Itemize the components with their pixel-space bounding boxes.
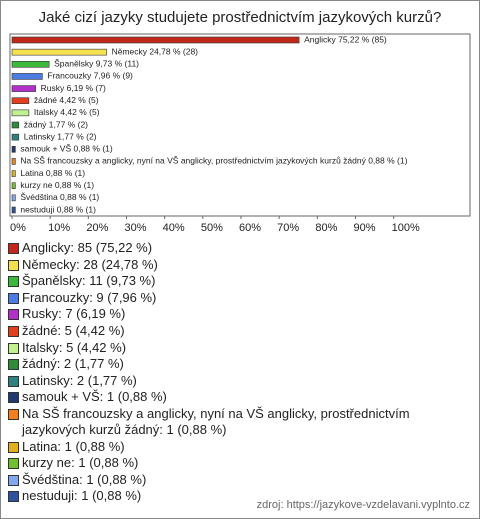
legend-label: Latina: 1 (0,88 %) bbox=[22, 438, 125, 454]
legend-item: kurzy ne: 1 (0,88 %) bbox=[8, 455, 470, 471]
legend-item: Rusky: 7 (6,19 %) bbox=[8, 306, 470, 322]
bar bbox=[11, 121, 20, 129]
legend-label: Anglicky: 85 (75,22 %) bbox=[22, 240, 153, 255]
legend-item: žádné: 5 (4,42 %) bbox=[8, 323, 470, 339]
bar bbox=[11, 158, 16, 165]
legend-swatch bbox=[8, 441, 19, 453]
bar bbox=[11, 170, 16, 177]
bar-label: Španělsky 9,73 % (11) bbox=[54, 59, 139, 69]
x-tick-label: 60% bbox=[239, 222, 261, 234]
legend: Anglicky: 85 (75,22 %) Německy: 28 (24,78… bbox=[8, 240, 470, 505]
legend-label: kurzy ne: 1 (0,88 %) bbox=[22, 455, 139, 471]
legend-label: Švédština: 1 (0,88 %) bbox=[22, 471, 147, 487]
bar bbox=[11, 109, 30, 117]
bar bbox=[11, 194, 16, 202]
legend-item: Italsky: 5 (4,42 %) bbox=[8, 340, 470, 356]
bar bbox=[11, 60, 50, 68]
bar bbox=[11, 73, 43, 80]
bar-label: Latinsky 1,77 % (2) bbox=[24, 131, 97, 141]
legend-swatch bbox=[8, 292, 19, 304]
legend-label: Latinsky: 2 (1,77 %) bbox=[22, 372, 137, 388]
bar-label: nestuduji 0,88 % (1) bbox=[20, 204, 96, 214]
bar bbox=[11, 48, 107, 56]
bar bbox=[11, 85, 36, 92]
bar-label: kurzy ne 0,88 % (1) bbox=[20, 180, 94, 190]
legend-item: Anglicky: 85 (75,22 %) bbox=[8, 240, 470, 256]
bar bbox=[11, 145, 16, 153]
bar-label: samouk + VŠ 0,88 % (1) bbox=[20, 144, 113, 154]
bar bbox=[11, 206, 16, 214]
x-tick-label: 100% bbox=[392, 222, 420, 234]
legend-item: Na SŠ francouzsky a anglicky, nyní na VŠ… bbox=[8, 406, 470, 438]
bar-label: Anglicky 75,22 % (85) bbox=[304, 34, 387, 44]
legend-label: Francouzky: 9 (7,96 %) bbox=[22, 289, 157, 305]
bar-label: Latina 0,88 % (1) bbox=[20, 168, 85, 178]
legend-swatch bbox=[8, 375, 19, 387]
legend-item: Španělsky: 11 (9,73 %) bbox=[8, 273, 470, 289]
x-tick-label: 70% bbox=[277, 222, 299, 234]
legend-swatch bbox=[8, 243, 19, 254]
bar bbox=[11, 36, 300, 44]
x-tick-label: 20% bbox=[86, 222, 108, 234]
source: zdroj: https://jazykove-vzdelavani.vypln… bbox=[256, 499, 470, 511]
legend-swatch bbox=[8, 474, 19, 486]
bar-label: Švédština 0,88 % (1) bbox=[20, 192, 99, 202]
legend-item: Německy: 28 (24,78 %) bbox=[8, 257, 470, 273]
legend-label: žádný: 2 (1,77 %) bbox=[22, 356, 124, 372]
legend-item: Latina: 1 (0,88 %) bbox=[8, 439, 470, 455]
bar bbox=[11, 133, 20, 141]
x-tick-label: 90% bbox=[354, 222, 376, 234]
legend-swatch bbox=[8, 491, 19, 503]
x-tick-label: 50% bbox=[201, 222, 223, 234]
bar-label: žádný 1,77 % (2) bbox=[24, 119, 88, 129]
legend-label: Německy: 28 (24,78 %) bbox=[22, 256, 158, 272]
chart: Jaké cizí jazyky studujete prostřednictv… bbox=[9, 9, 471, 234]
legend-swatch bbox=[8, 392, 19, 404]
x-tick-label: 80% bbox=[315, 222, 337, 234]
bar-label: Rusky 6,19 % (7) bbox=[41, 83, 106, 93]
bar-label: Francouzky 7,96 % (9) bbox=[47, 71, 133, 81]
legend-swatch bbox=[8, 259, 19, 271]
bar bbox=[11, 97, 30, 105]
legend-item: Latinsky: 2 (1,77 %) bbox=[8, 373, 470, 389]
legend-label: nestuduji: 1 (0,88 %) bbox=[22, 488, 142, 504]
legend-item: Švédština: 1 (0,88 %) bbox=[8, 472, 470, 488]
legend-swatch bbox=[8, 458, 19, 470]
legend-swatch bbox=[8, 408, 19, 420]
bar-label: žádné 4,42 % (5) bbox=[34, 95, 99, 105]
bar bbox=[11, 182, 16, 190]
legend-item: Francouzky: 9 (7,96 %) bbox=[8, 290, 470, 306]
x-tick-label: 10% bbox=[48, 222, 70, 234]
legend-swatch bbox=[8, 359, 19, 371]
legend-label: Rusky: 7 (6,19 %) bbox=[22, 306, 126, 322]
legend-item: samouk + VŠ: 1 (0,88 %) bbox=[8, 389, 470, 405]
legend-label: samouk + VŠ: 1 (0,88 %) bbox=[22, 389, 167, 405]
legend-label: Španělsky: 11 (9,73 %) bbox=[22, 273, 156, 289]
legend-swatch bbox=[8, 276, 19, 288]
plot-frame bbox=[9, 33, 471, 217]
legend-swatch bbox=[8, 325, 19, 337]
chart-title: Jaké cizí jazyky studujete prostřednictv… bbox=[39, 9, 442, 26]
legend-swatch bbox=[8, 342, 19, 354]
bar-label: Italsky 4,42 % (5) bbox=[34, 107, 100, 117]
bar-label: Německy 24,78 % (28) bbox=[112, 46, 199, 56]
legend-swatch bbox=[8, 309, 19, 321]
legend-label: Na SŠ francouzsky a anglicky, nyní na VŠ… bbox=[22, 405, 410, 437]
legend-item: žádný: 2 (1,77 %) bbox=[8, 356, 470, 372]
bar-label: Na SŠ francouzsky a anglicky, nyní na VŠ… bbox=[20, 156, 407, 166]
x-tick-label: 30% bbox=[125, 222, 147, 234]
legend-item: nestuduji: 1 (0,88 %) bbox=[8, 488, 470, 504]
x-tick-label: 0% bbox=[10, 222, 26, 234]
legend-label: žádné: 5 (4,42 %) bbox=[22, 322, 125, 338]
x-tick-label: 40% bbox=[163, 222, 185, 234]
legend-label: Italsky: 5 (4,42 %) bbox=[22, 339, 127, 355]
